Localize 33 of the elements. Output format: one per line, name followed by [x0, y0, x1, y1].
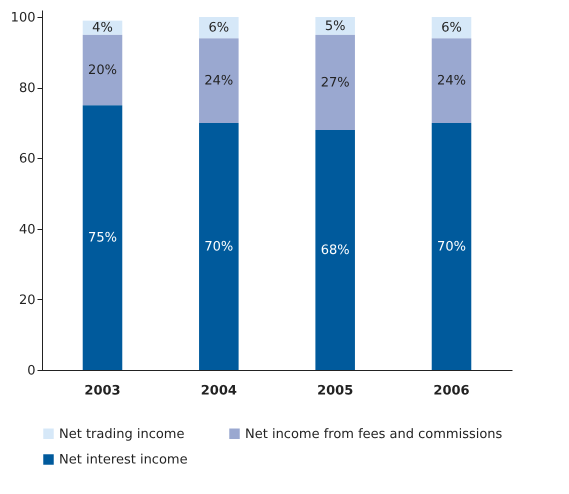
data-label: 4%	[92, 20, 113, 36]
legend-label: Net income from fees and commissions	[245, 426, 503, 442]
legend-label: Net trading income	[59, 426, 184, 442]
x-tick-label: 2004	[200, 384, 237, 398]
data-label: 24%	[437, 74, 466, 89]
legend-label: Net interest income	[59, 452, 188, 468]
y-tick-label: 40	[18, 222, 36, 238]
bar	[315, 130, 355, 370]
x-tick-label: 2003	[84, 384, 121, 398]
data-label: 6%	[441, 20, 462, 36]
bar	[432, 122, 472, 370]
y-tick-label: 80	[18, 81, 36, 96]
bar	[199, 122, 239, 370]
data-label: 70%	[437, 239, 466, 254]
data-label: 24%	[204, 74, 234, 89]
data-label: 27%	[320, 75, 350, 90]
y-tick-label: 20	[18, 292, 36, 308]
x-tick-label: 2005	[317, 384, 354, 398]
y-tick-label: 0	[27, 364, 36, 378]
bar	[82, 34, 122, 106]
bar	[315, 34, 355, 130]
bar	[432, 38, 472, 123]
y-tick-label: 60	[18, 152, 36, 167]
y-tick-label: 100	[10, 10, 36, 26]
data-label: 70%	[204, 239, 234, 254]
data-label: 75%	[88, 230, 117, 246]
data-label: 6%	[208, 20, 230, 36]
bar	[199, 38, 239, 123]
data-label: 20%	[88, 63, 117, 78]
data-label: 68%	[320, 243, 350, 258]
data-label: 5%	[324, 18, 346, 34]
bar	[82, 105, 122, 370]
x-tick-label: 2006	[433, 384, 470, 398]
